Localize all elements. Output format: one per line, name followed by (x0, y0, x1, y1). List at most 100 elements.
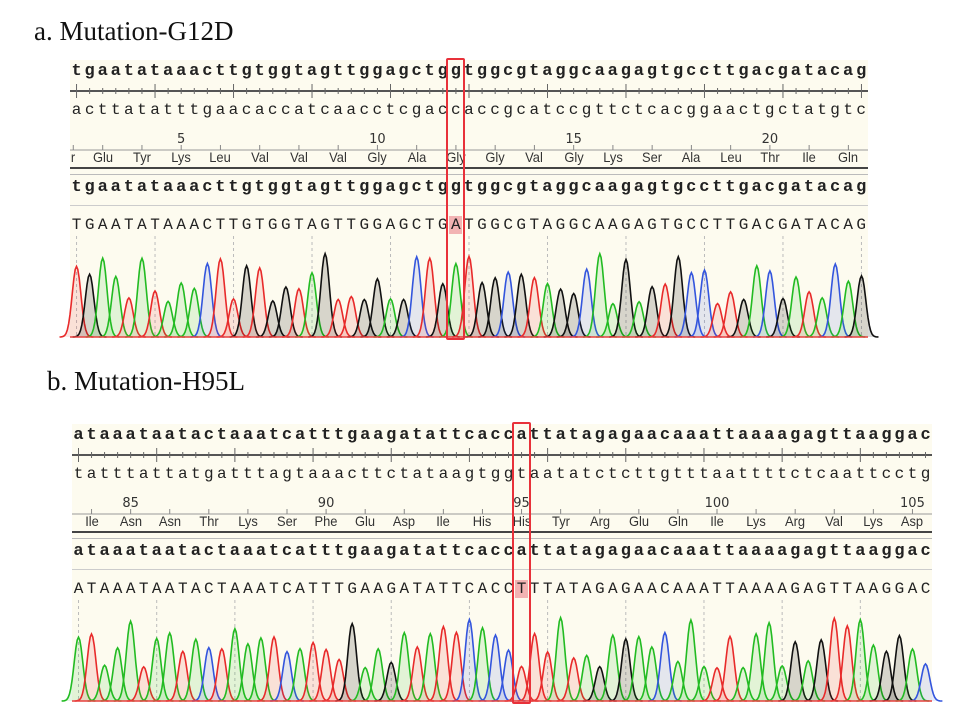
base: t (764, 465, 774, 483)
base: g (359, 62, 370, 81)
base: a (73, 426, 84, 445)
amino-acid: Glu (628, 513, 649, 529)
base: a (294, 426, 306, 445)
base: g (738, 62, 749, 81)
base: T (321, 580, 331, 598)
base: g (204, 465, 214, 483)
base: a (189, 178, 200, 197)
base: T (529, 216, 540, 234)
base: C (204, 580, 214, 598)
base: c (659, 542, 671, 561)
base: t (138, 426, 149, 445)
peak-C (674, 270, 709, 338)
base: g (581, 101, 592, 119)
base: t (463, 178, 474, 197)
peak-fill (257, 637, 291, 701)
peak-C (491, 270, 526, 338)
base: a (451, 465, 462, 483)
peak-A (739, 631, 774, 702)
base: a (868, 426, 879, 445)
base: t (293, 178, 304, 197)
base: a (555, 426, 566, 445)
base: t (529, 542, 540, 561)
base: g (555, 178, 566, 197)
peak-fill (635, 286, 670, 337)
base: t (190, 465, 201, 483)
base: c (203, 542, 214, 561)
base: a (672, 542, 684, 561)
base: T (542, 580, 553, 598)
peak-T (517, 631, 552, 702)
peak-A (634, 645, 669, 702)
peak-fill (373, 298, 408, 337)
base: A (295, 580, 305, 598)
base: a (868, 542, 879, 561)
base: c (503, 62, 514, 81)
peak-fill (217, 628, 252, 701)
base: c (568, 101, 579, 119)
peak-fill (674, 620, 708, 701)
base: g (594, 426, 605, 445)
amino-acid: Ser (276, 513, 298, 529)
base: t (568, 542, 579, 561)
base: a (164, 426, 175, 445)
base: c (359, 101, 370, 119)
peak-A (98, 274, 133, 338)
base: T (438, 580, 449, 598)
base: G (241, 216, 252, 234)
peak-T (517, 275, 552, 338)
amino-acid: Ile (802, 149, 816, 165)
base: T (71, 216, 82, 234)
peak-T (137, 289, 173, 338)
base: t (907, 465, 918, 483)
base: a (73, 542, 84, 561)
base: a (385, 178, 396, 197)
base: c (894, 465, 905, 483)
base: c (411, 62, 422, 81)
base: g (516, 178, 527, 197)
base: t (711, 426, 723, 445)
base: a (907, 542, 918, 561)
base: a (646, 542, 657, 561)
amino-acid: Gln (667, 513, 688, 529)
base: c (764, 62, 775, 81)
amino-acid: Lys (238, 513, 258, 529)
base: a (97, 62, 108, 81)
base: a (110, 62, 121, 81)
peak-fill (752, 271, 787, 337)
base: g (372, 62, 383, 81)
base: a (255, 426, 267, 445)
base: C (490, 580, 501, 598)
base: G (894, 580, 905, 598)
residue-number: 90 (317, 496, 335, 511)
peak-T (309, 647, 344, 702)
base: g (476, 62, 488, 81)
base: t (607, 101, 618, 119)
base: A (647, 580, 657, 598)
base: a (97, 178, 108, 197)
peak-fill (504, 666, 539, 701)
amino-acid: Lys (171, 149, 191, 165)
base: c (490, 542, 501, 561)
base: a (306, 178, 318, 197)
base: g (347, 426, 358, 445)
base: G (621, 580, 631, 598)
base: t (163, 101, 173, 119)
base: T (346, 216, 356, 234)
base: t (817, 101, 827, 119)
base: g (777, 62, 788, 81)
base: t (842, 542, 853, 561)
peak-fill (713, 291, 748, 337)
base: G (673, 216, 683, 234)
base: c (411, 178, 422, 197)
base: a (542, 465, 553, 483)
base: T (217, 580, 227, 598)
base: c (503, 178, 514, 197)
peak-G (360, 276, 395, 338)
base: a (633, 178, 644, 197)
peak-T (165, 649, 200, 702)
peak-fill (543, 289, 578, 337)
